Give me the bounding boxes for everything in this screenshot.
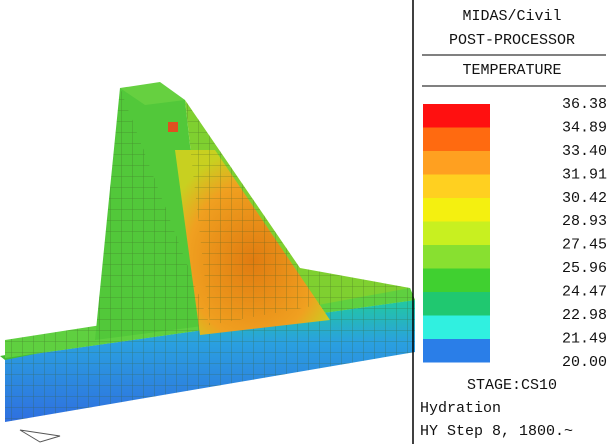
legend-label: 20.00 — [562, 354, 607, 371]
legend-label: 22.98 — [562, 307, 607, 324]
color-band — [423, 292, 490, 316]
dam-mesh — [95, 88, 410, 340]
color-bar — [423, 104, 490, 363]
color-band — [423, 127, 490, 151]
color-band — [423, 198, 490, 222]
legend-label: 33.40 — [562, 143, 607, 160]
legend-label: 31.91 — [562, 166, 607, 183]
legend-label: 21.49 — [562, 331, 607, 348]
app-subtitle: POST-PROCESSOR — [449, 32, 575, 49]
stage: STAGE:CS10 — [467, 377, 557, 394]
color-band — [423, 339, 490, 363]
legend-label: 27.45 — [562, 237, 607, 254]
color-band — [423, 104, 490, 128]
color-band — [423, 268, 490, 292]
legend-labels: 36.38 34.89 33.40 31.91 30.42 28.93 27.45 25.96… — [562, 96, 607, 371]
color-band — [423, 315, 490, 339]
dam-top — [120, 82, 185, 105]
base-mesh — [5, 300, 415, 422]
footer-line: Hydration — [420, 400, 501, 417]
axis-glyph — [19, 429, 61, 443]
color-band — [423, 151, 490, 175]
hot-spot — [168, 122, 178, 132]
legend-label: 30.42 — [562, 190, 607, 207]
color-band — [423, 245, 490, 269]
legend-label: 34.89 — [562, 119, 607, 136]
legend-label: 25.96 — [562, 260, 607, 277]
model-view — [0, 82, 415, 443]
legend-label: 28.93 — [562, 213, 607, 230]
legend-title: TEMPERATURE — [462, 62, 561, 79]
app-title: MIDAS/Civil — [462, 8, 561, 25]
color-band — [423, 174, 490, 198]
color-band — [423, 221, 490, 245]
footer-line: HY Step 8, 1800.~ — [420, 423, 573, 440]
legend-label: 36.38 — [562, 96, 607, 113]
legend-label: 24.47 — [562, 284, 607, 301]
